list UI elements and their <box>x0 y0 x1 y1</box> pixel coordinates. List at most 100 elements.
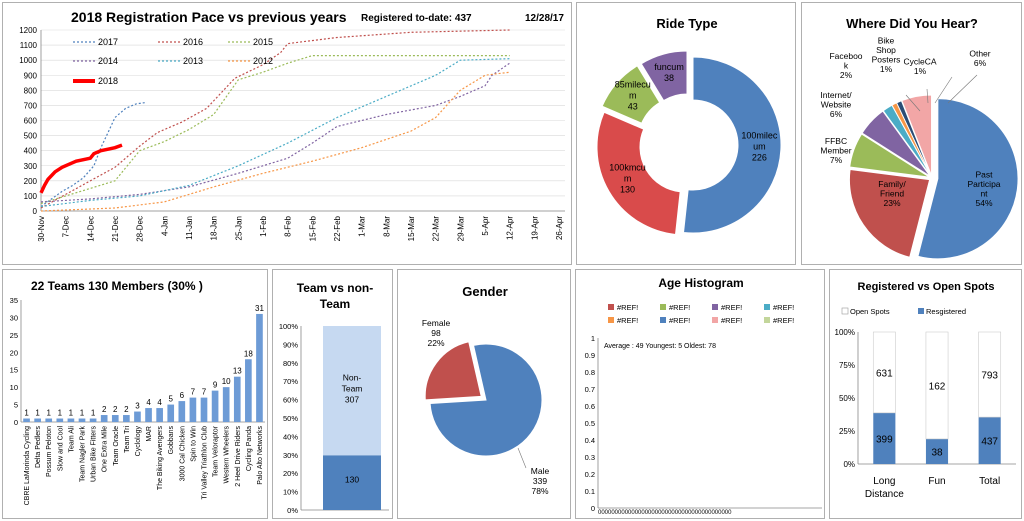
pace-y-tick: 0 <box>33 207 38 216</box>
age-legend-swatch <box>764 304 770 310</box>
pace-x-tick: 14-Dec <box>86 216 95 242</box>
gender-chart: Gender Female 98 22% Male 339 78% <box>422 284 550 496</box>
age-y-tick: 0.7 <box>585 385 595 394</box>
teams-bar <box>67 418 75 422</box>
hear-label-Past-Participant: Past Participa nt 54% <box>967 170 1000 209</box>
team-vs-title-line2: Team <box>320 297 350 311</box>
open-bar-open <box>978 331 1002 418</box>
teams-y-tick: 15 <box>10 366 18 375</box>
teams-category-label: Spin to Win <box>190 426 197 462</box>
age-legend-label: #REF! <box>617 316 638 325</box>
age-y-tick: 0.4 <box>585 436 595 445</box>
pace-x-tick: 18-Jan <box>210 216 219 240</box>
team-vs-segment-Non-Team <box>323 326 381 456</box>
teams-bar-value: 9 <box>213 381 218 390</box>
gender-label-Male-line: Male <box>531 466 550 476</box>
hear-label-FFBC-Member-line: FFBC <box>825 136 847 146</box>
teams-category-label: Gobbans <box>168 426 175 455</box>
open-y-tick: 100% <box>835 328 855 337</box>
teams-bar-value: 13 <box>233 367 242 376</box>
teams-bar <box>189 397 197 422</box>
ride-slice-100milecum <box>682 56 782 234</box>
pace-x-tick: 8-Mar <box>382 216 391 237</box>
pace-y-tick: 400 <box>24 147 38 156</box>
pace-x-tick: 25-Jan <box>234 216 243 240</box>
hear-label-Other: Other 6% <box>969 49 990 69</box>
ride-slice-label-100kmcum-line: m <box>624 174 632 184</box>
team-vs-y-tick: 40% <box>283 432 298 441</box>
team-vs-y-tick: 80% <box>283 359 298 368</box>
hear-label-FFBC-Member-line: Member <box>820 146 851 156</box>
gender-slice-Female <box>424 341 482 401</box>
ride-slice-label-100milecum-line: 100milec <box>741 131 778 141</box>
open-spots-chart: Registered vs Open Spots Open Spots Resgi… <box>835 281 1016 500</box>
open-legend-swatch-registered <box>918 308 924 314</box>
open-y-tick: 25% <box>839 427 855 436</box>
pace-x-tick: 19-Apr <box>530 216 539 240</box>
team-vs-y-tick: 0% <box>287 506 298 515</box>
team-vs-label-Non-Team-line: Non- <box>343 373 362 383</box>
team-vs-y-tick: 20% <box>283 469 298 478</box>
open-category-label: Long Distance <box>865 476 904 500</box>
open-bar-open-value: 631 <box>876 368 893 379</box>
pace-legend-label-2017: 2017 <box>98 37 118 47</box>
pace-x-tick: 30-Nov <box>37 216 46 242</box>
team-vs-panel: Team vs non- Team 0% 10% 20% 30% 40% 50% 60% 70… <box>272 269 393 519</box>
teams-bar-value: 4 <box>146 398 151 407</box>
team-vs-label-Non-Team: Non-Team 307 <box>342 373 363 405</box>
teams-bar <box>23 418 30 422</box>
hear-label-Internet--Website-line: Website <box>821 100 852 110</box>
pace-series-2013 <box>40 58 510 208</box>
pace-x-tick: 21-Dec <box>111 216 120 242</box>
hear-label-Family--Friend-line: Family/ <box>878 179 906 189</box>
team-vs-label-Non-Team-line: Team <box>342 384 363 394</box>
pace-x-tick: 11-Jan <box>185 216 194 240</box>
pace-title: 2018 Registration Pace vs previous years <box>71 9 347 25</box>
teams-bar-value: 2 <box>102 405 107 414</box>
hear-slice-Internet--Website <box>861 110 931 177</box>
pace-x-tick: 29-Mar <box>456 216 465 242</box>
pace-legend-label-2015: 2015 <box>253 37 273 47</box>
teams-category-label: Team Oracle <box>113 426 120 466</box>
age-legend-label: #REF! <box>773 316 794 325</box>
pace-legend-label-2013: 2013 <box>183 56 203 66</box>
pace-x-tick: 15-Feb <box>308 215 317 241</box>
hear-slice-Other <box>901 94 932 176</box>
ride-slice-label-funcum-line: 38 <box>664 73 674 83</box>
where-hear-panel: Where Did You Hear? Past Participa nt 54% Fa… <box>801 2 1022 265</box>
hear-leader-line <box>905 94 921 112</box>
open-category-label-line: Fun <box>928 476 945 487</box>
teams-y-tick: 0 <box>14 418 18 427</box>
hear-label-CycleCA: CycleCA 1% <box>903 57 936 77</box>
pace-x-tick: 5-Apr <box>481 216 490 236</box>
hear-slice-CycleCA <box>896 100 932 176</box>
registration-pace-panel: 2018 Registration Pace vs previous years… <box>2 2 572 265</box>
open-bar-open <box>925 331 949 440</box>
pace-series-2016 <box>40 29 510 209</box>
teams-title: 22 Teams 130 Members (30% ) <box>31 279 203 293</box>
teams-category-label: Tri Valley Triathlon Club <box>202 426 209 500</box>
teams-category-label: 2 Heel Drive Riders <box>235 426 242 487</box>
open-spots-panel: Registered vs Open Spots Open Spots Resgi… <box>829 269 1022 519</box>
teams-bar-value: 5 <box>169 395 174 404</box>
teams-bar <box>233 376 241 422</box>
age-legend-label: #REF! <box>773 303 794 312</box>
pace-y-tick: 800 <box>24 86 38 95</box>
teams-bar-value: 1 <box>24 409 29 418</box>
pace-y-tick: 1100 <box>20 41 38 50</box>
hear-label-Past-Participant-line: Past <box>975 170 993 180</box>
ride-slice-label-funcum-line: funcum <box>654 62 684 72</box>
pace-date: 12/28/17 <box>525 13 564 24</box>
where-hear-title: Where Did You Hear? <box>846 16 978 31</box>
ride-type-panel: Ride Type 100milec um 226 100kmcu m 130 85mile… <box>576 2 796 265</box>
pace-legend-label-2014: 2014 <box>98 56 118 66</box>
hear-leader-line <box>947 74 978 104</box>
open-category-label: Total <box>979 476 1000 487</box>
hear-label-Past-Participant-line: Participa <box>967 179 1000 189</box>
age-legend-label: #REF! <box>721 316 742 325</box>
hear-label-Family--Friend-line: 23% <box>883 198 900 208</box>
open-legend-swatch-open <box>841 307 849 315</box>
age-legend-swatch <box>712 317 718 323</box>
gender-label-Male-line: 78% <box>531 486 548 496</box>
pace-x-tick: 1-Feb <box>259 215 268 236</box>
